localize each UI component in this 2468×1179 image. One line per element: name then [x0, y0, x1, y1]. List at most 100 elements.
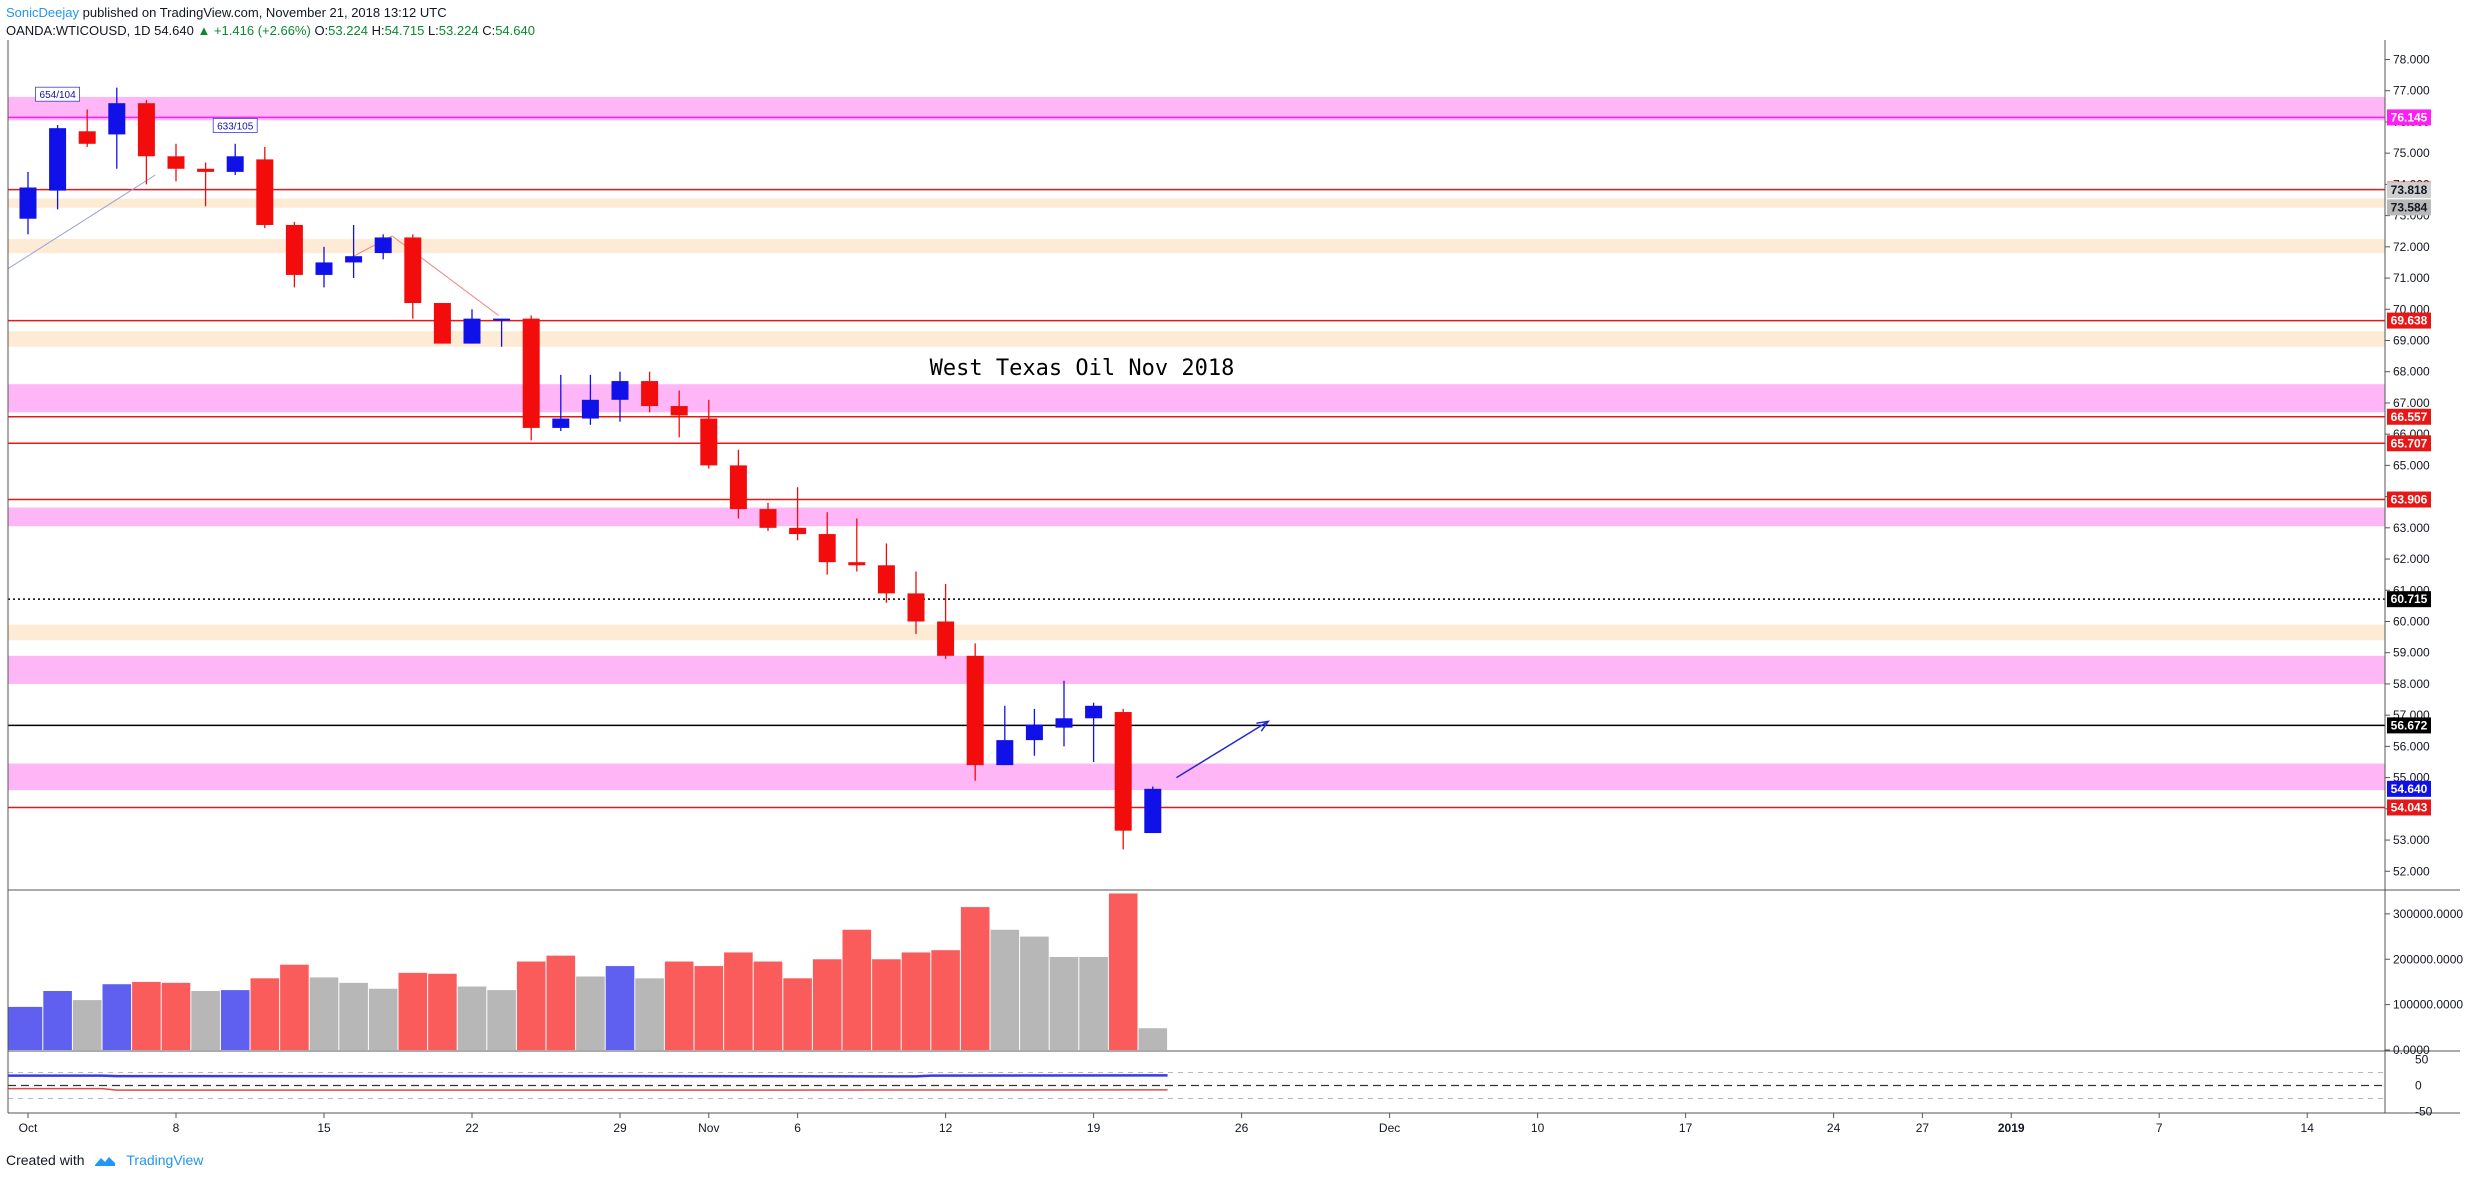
volume-bar-30	[901, 952, 931, 1050]
price-tick-label-13: 65.000	[2393, 458, 2430, 472]
time-tick-label-5: Nov	[698, 1121, 719, 1135]
time-tick-label-4: 29	[613, 1121, 627, 1135]
low-value: 53.224	[438, 23, 479, 38]
price-tag-5: 66.557	[2387, 408, 2431, 425]
candle-body	[1114, 712, 1132, 831]
candle-body	[552, 418, 570, 428]
price-tag-bg	[2387, 109, 2431, 126]
candle-body	[996, 740, 1014, 766]
candle-body	[463, 318, 481, 344]
annotation-box	[35, 86, 80, 102]
level-lines-layer	[8, 116, 2385, 809]
price-tick-label-26: 52.000	[2393, 864, 2430, 878]
publish-line: SonicDeejay published on TradingView.com…	[6, 4, 535, 22]
candle-body	[315, 262, 333, 275]
candle-body	[1055, 718, 1073, 728]
candle-body	[433, 303, 451, 344]
candle-31	[937, 584, 955, 659]
time-tick-label-2: 15	[317, 1121, 331, 1135]
candle-body	[1144, 788, 1162, 834]
price-tag-8: 60.715	[2387, 591, 2431, 608]
candle-28	[848, 518, 866, 572]
candle-6	[197, 162, 215, 207]
zone-5	[8, 507, 2385, 527]
tradingview-logo-icon	[95, 1157, 116, 1167]
time-tick-label-12: 17	[1679, 1121, 1693, 1135]
candle-3	[108, 87, 126, 169]
author-link[interactable]: SonicDeejay	[6, 5, 79, 20]
price-tag-4: 69.638	[2387, 312, 2431, 329]
volume-bar-0	[8, 1006, 43, 1050]
price-tag-bg	[2387, 182, 2431, 199]
volume-bar-28	[842, 929, 872, 1050]
candle-body	[108, 103, 126, 135]
volume-bar-29	[872, 959, 901, 1050]
symbol-text[interactable]: OANDA:WTICOUSD, 1D	[6, 23, 151, 38]
candle-body	[670, 406, 688, 416]
volume-bar-20	[605, 966, 635, 1050]
chart-header: SonicDeejay published on TradingView.com…	[6, 4, 535, 40]
tradingview-link[interactable]: TradingView	[126, 1152, 204, 1168]
candle-body	[641, 381, 659, 407]
osc-tick-label-1: 0	[2415, 1079, 2422, 1093]
candle-18	[552, 374, 570, 432]
zone-1	[8, 198, 2385, 208]
price-tick-label-19: 59.000	[2393, 646, 2430, 660]
last-price: 54.640	[154, 23, 194, 38]
candle-body	[729, 465, 747, 510]
volume-tick-label-3: 0.0000	[2393, 1043, 2430, 1057]
price-tag-label: 69.638	[2391, 314, 2428, 328]
volume-bar-17	[516, 961, 546, 1050]
candle-body	[611, 381, 629, 400]
price-tag-bg	[2387, 591, 2431, 608]
candle-body	[1025, 724, 1043, 741]
price-tag-bg	[2387, 491, 2431, 508]
time-tick-label-6: 6	[794, 1121, 801, 1135]
time-tick-label-10: Dec	[1379, 1121, 1400, 1135]
price-tick-label-6: 72.000	[2393, 240, 2430, 254]
volume-layer	[8, 893, 1168, 1050]
candle-body	[167, 156, 185, 169]
price-tag-label: 54.640	[2391, 782, 2428, 796]
price-tick-label-15: 63.000	[2393, 521, 2430, 535]
osc-blue-line	[8, 1074, 1168, 1078]
volume-bar-8	[250, 978, 280, 1050]
candle-body	[493, 318, 511, 321]
time-tick-label-7: 12	[939, 1121, 953, 1135]
candle-23	[700, 399, 718, 469]
volume-bar-1	[43, 991, 72, 1050]
price-tag-11: 54.043	[2387, 799, 2431, 816]
volume-bar-35	[1049, 956, 1079, 1050]
candle-body	[226, 156, 244, 172]
price-tag-bg	[2387, 435, 2431, 452]
candle-body	[937, 621, 955, 656]
time-tick-label-11: 10	[1531, 1121, 1545, 1135]
trendline-layer	[7, 174, 1270, 779]
candle-35	[1055, 680, 1073, 747]
volume-bar-12	[368, 988, 398, 1050]
volume-bar-34	[1020, 936, 1049, 1050]
volume-bar-14	[428, 973, 457, 1050]
volume-bar-25	[753, 961, 783, 1050]
candles-layer	[19, 87, 1162, 850]
osc-red-line	[8, 1087, 1168, 1091]
candle-21	[641, 371, 659, 413]
candle-16	[493, 318, 511, 347]
close-label: C:	[482, 23, 496, 38]
osc-tick-label-0: 50	[2415, 1053, 2429, 1067]
candle-body	[522, 318, 540, 428]
candle-body	[966, 655, 984, 766]
candle-17	[522, 315, 540, 441]
zone-layer	[8, 96, 2385, 791]
price-tag-6: 65.707	[2387, 435, 2431, 452]
zone-4	[8, 384, 2385, 413]
time-axis[interactable]: Oct 8 15 22 29 Nov 6 12 19 26 Dec 10 17 24 27 2019 7 14	[19, 1113, 2315, 1135]
volume-bar-10	[309, 977, 339, 1050]
candle-body	[848, 562, 866, 566]
pane-frames	[7, 40, 2460, 1114]
price-tick-label-1: 77.000	[2393, 84, 2430, 98]
candle-15	[463, 309, 481, 344]
open-label: O:	[314, 23, 329, 38]
open-value: 53.224	[328, 23, 368, 38]
